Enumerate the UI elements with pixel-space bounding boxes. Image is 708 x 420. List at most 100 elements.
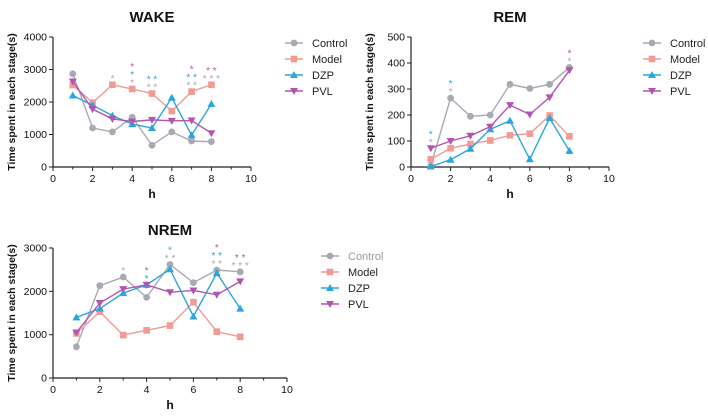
nrem-y-tick-label: 3000 <box>24 243 48 255</box>
rem-x-tick-label: 4 <box>487 173 493 185</box>
rem-significance-mark: * <box>449 79 453 90</box>
rem-model-point <box>506 131 514 139</box>
nrem-pvl-point <box>119 286 128 294</box>
rem-x-tick-label: 2 <box>448 173 454 185</box>
nrem-significance-mark: * <box>145 266 149 277</box>
rem-control-point <box>546 80 553 88</box>
wake-legend-model-label: Model <box>312 54 342 66</box>
rem-pvl-point <box>486 123 495 131</box>
nrem-pvl-point <box>142 281 151 289</box>
wake-legend-control-marker <box>290 39 298 47</box>
nrem-significance-mark: * * <box>212 251 223 262</box>
rem-significance-mark: * <box>567 56 571 67</box>
nrem-y-tick-label: 2000 <box>24 286 48 298</box>
rem-control-point <box>526 85 534 92</box>
nrem-y-tick-label: 1000 <box>24 329 48 341</box>
rem-x-tick-label: 0 <box>408 173 414 185</box>
rem-significance-mark: * <box>429 129 433 140</box>
wake-model-point <box>208 81 215 89</box>
nrem-significance-mark: * * <box>165 253 176 264</box>
wake-legend-dzp-label: DZP <box>312 70 334 82</box>
wake-x-tick-label: 10 <box>245 173 257 185</box>
nrem-title: NREM <box>148 222 192 239</box>
nrem-pvl-point <box>189 287 198 295</box>
nrem-model-point <box>213 328 221 335</box>
wake-significance-mark: * * <box>206 66 217 77</box>
nrem-dzp-point <box>95 304 104 312</box>
nrem-control-point <box>236 268 244 276</box>
nrem-dzp-point <box>72 313 81 321</box>
nrem-model-point <box>166 322 174 329</box>
wake-significance-mark: * <box>130 62 134 73</box>
nrem-model-point <box>119 331 127 339</box>
nrem-legend-control-label: Control <box>348 251 383 263</box>
rem-x-label: h <box>506 187 513 201</box>
wake-pvl-point <box>148 116 156 124</box>
rem-y-tick-label: 300 <box>387 84 405 96</box>
rem-legend-pvl: PVL <box>643 86 691 98</box>
nrem-x-tick-label: 4 <box>144 384 150 396</box>
nrem-control-point <box>119 273 127 281</box>
wake-x-tick-label: 4 <box>129 173 135 185</box>
nrem-chart: NREM 0 1000 2000 3000 0 2 4 6 8 10 h Time spent in e… <box>6 222 383 412</box>
rem-legend-control-label: Control <box>670 38 705 50</box>
nrem-legend-dzp-marker <box>326 284 334 291</box>
rem-dzp-point <box>446 155 455 163</box>
rem-model-point <box>566 133 573 140</box>
nrem-x-tick-label: 8 <box>237 384 243 396</box>
nrem-significance-mark: * <box>168 245 172 256</box>
rem-pvl-point <box>545 94 554 102</box>
rem-y-tick-label: 200 <box>387 110 405 122</box>
wake-pvl-point <box>68 78 77 86</box>
nrem-x-tick-label: 2 <box>97 384 103 396</box>
nrem-control-point <box>96 282 104 290</box>
rem-dzp-line <box>430 116 570 168</box>
rem-control-point <box>467 112 474 120</box>
rem-control-point <box>447 94 454 102</box>
rem-pvl-point <box>426 145 435 153</box>
nrem-control-point <box>143 294 151 301</box>
rem-pvl-point <box>525 111 534 119</box>
rem-x-tick-label: 10 <box>603 173 615 185</box>
wake-significance-mark: * <box>130 70 134 81</box>
nrem-model-line <box>75 301 241 338</box>
rem-legend-pvl-marker <box>648 88 656 95</box>
rem-control-point <box>506 80 514 88</box>
nrem-control-point <box>166 261 174 268</box>
wake-pvl-point <box>167 117 176 125</box>
wake-legend-dzp-marker <box>290 71 298 78</box>
nrem-x-tick-label: 10 <box>281 384 293 396</box>
rem-y-tick-label: 100 <box>387 136 405 148</box>
wake-control-point <box>208 138 215 146</box>
wake-x-tick-label: 6 <box>169 173 175 185</box>
nrem-significance-mark: * * <box>212 259 223 270</box>
wake-title: WAKE <box>130 9 175 26</box>
rem-y-tick-label: 400 <box>387 58 405 70</box>
nrem-legend-control-marker <box>326 252 334 260</box>
rem-dzp-point <box>545 114 554 122</box>
rem-pvl-point <box>506 102 514 110</box>
wake-dzp-point <box>148 124 156 131</box>
nrem-legend-model-marker <box>326 268 334 276</box>
rem-model-point <box>526 130 534 138</box>
wake-dzp-point <box>68 91 77 99</box>
rem-pvl-point <box>565 67 574 75</box>
wake-control-point <box>109 128 116 136</box>
wake-significance-mark: * * <box>147 83 158 94</box>
rem-model-line <box>430 114 570 160</box>
wake-control-point <box>188 137 196 145</box>
rem-x-tick-label: 8 <box>566 173 572 185</box>
nrem-legend-pvl-label: PVL <box>348 299 369 311</box>
rem-significance-mark: * <box>567 48 571 59</box>
wake-significance-mark: * <box>130 78 134 89</box>
nrem-x-label: h <box>166 398 173 412</box>
rem-model-point <box>467 140 474 148</box>
wake-legend-pvl-marker <box>290 88 298 95</box>
wake-y-tick-label: 3000 <box>24 64 48 76</box>
wake-model-point <box>109 81 116 89</box>
rem-model-point <box>427 155 435 163</box>
wake-y-label: Time spent in each stage(s) <box>6 33 18 171</box>
nrem-significance-mark: * <box>145 274 149 285</box>
rem-legend-model: Model <box>643 54 700 66</box>
wake-legend-control-label: Control <box>312 38 347 50</box>
